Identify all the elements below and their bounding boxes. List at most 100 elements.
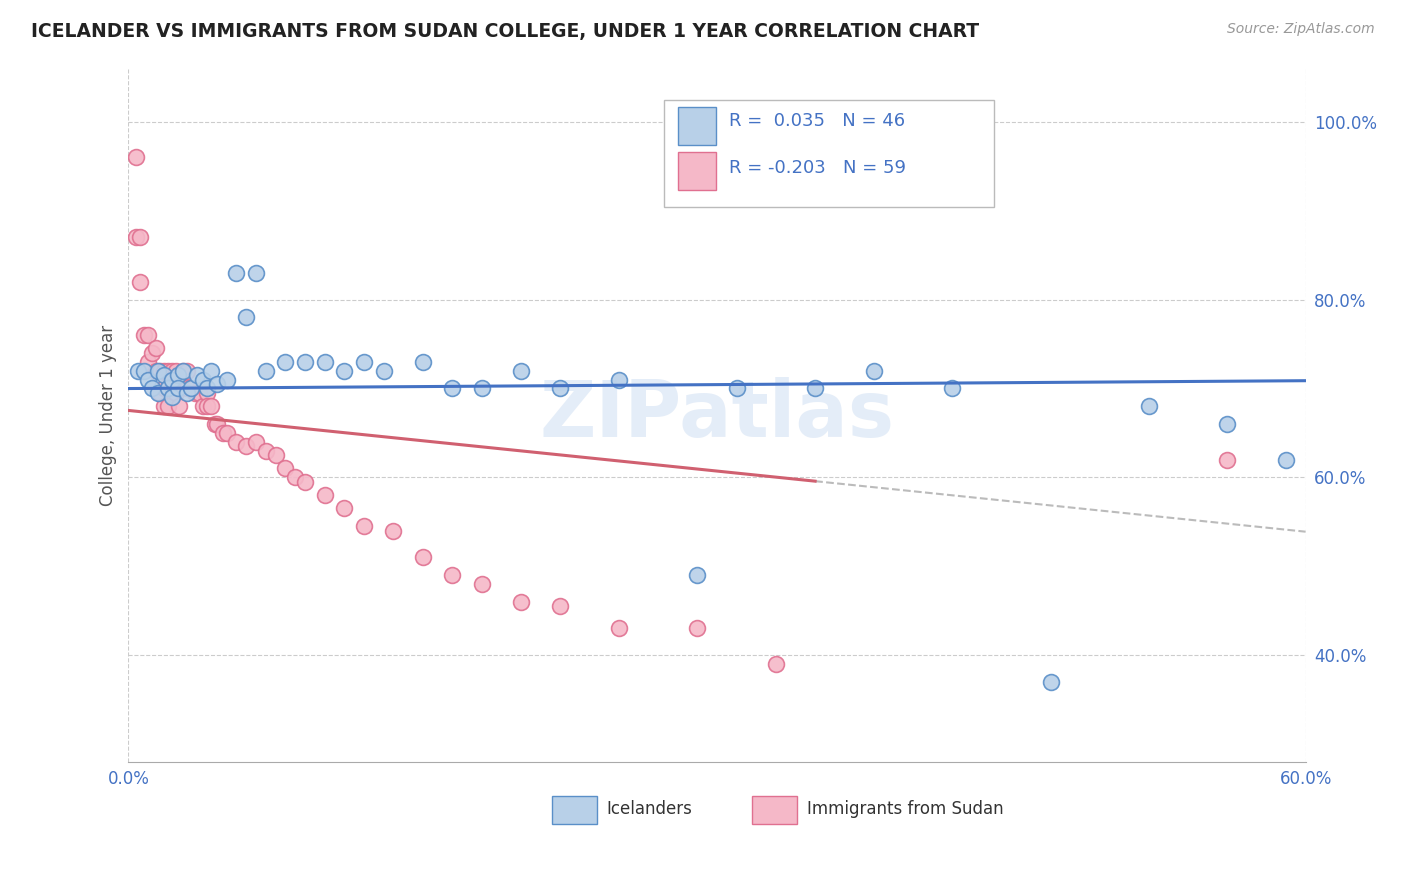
Point [548, 599, 571, 614]
Point [166, 368, 188, 383]
FancyBboxPatch shape [664, 100, 994, 207]
Point [134, 328, 156, 343]
Point [215, 373, 238, 387]
Point [152, 368, 174, 383]
Point [188, 385, 211, 400]
Point [160, 364, 183, 378]
Point [141, 381, 163, 395]
Point [274, 461, 297, 475]
Point [205, 417, 228, 431]
Point [176, 364, 198, 378]
Point [145, 364, 167, 378]
Text: R = -0.203   N = 59: R = -0.203 N = 59 [728, 159, 905, 177]
Point [166, 381, 188, 395]
Point [152, 364, 174, 378]
Point [166, 381, 188, 395]
Point [941, 381, 963, 395]
Point [382, 524, 405, 538]
Text: ICELANDER VS IMMIGRANTS FROM SUDAN COLLEGE, UNDER 1 YEAR CORRELATION CHART: ICELANDER VS IMMIGRANTS FROM SUDAN COLLE… [31, 22, 979, 41]
Point [195, 381, 218, 395]
Point [314, 355, 336, 369]
Point [156, 381, 179, 395]
Point [509, 595, 531, 609]
Point [1216, 452, 1239, 467]
Point [333, 501, 356, 516]
FancyBboxPatch shape [553, 797, 598, 824]
Point [284, 470, 307, 484]
Point [1137, 399, 1160, 413]
Point [765, 657, 787, 671]
Point [180, 381, 202, 395]
Point [353, 519, 375, 533]
Point [254, 443, 277, 458]
Point [804, 381, 827, 395]
Point [176, 385, 198, 400]
FancyBboxPatch shape [678, 107, 716, 145]
Point [254, 364, 277, 378]
Point [180, 381, 202, 395]
Point [172, 364, 194, 378]
Point [441, 381, 464, 395]
Point [294, 475, 316, 489]
Point [607, 373, 630, 387]
Point [165, 385, 187, 400]
Point [125, 150, 148, 164]
Point [152, 381, 174, 395]
Point [156, 381, 179, 395]
Point [184, 385, 207, 400]
Point [176, 381, 198, 395]
Point [686, 621, 709, 635]
Point [156, 364, 179, 378]
Point [412, 355, 434, 369]
Point [160, 373, 183, 387]
Point [149, 385, 172, 400]
Point [509, 364, 531, 378]
Point [205, 376, 228, 391]
Point [607, 621, 630, 635]
Point [186, 368, 208, 383]
Point [146, 385, 169, 400]
Point [191, 399, 214, 413]
Point [686, 568, 709, 582]
Point [136, 328, 159, 343]
Text: ZIPatlas: ZIPatlas [540, 377, 894, 453]
Point [353, 355, 375, 369]
Point [373, 364, 395, 378]
Point [471, 577, 494, 591]
Point [225, 266, 247, 280]
Point [245, 434, 267, 449]
Point [863, 364, 886, 378]
Point [333, 364, 356, 378]
Point [225, 434, 247, 449]
Point [235, 310, 257, 325]
FancyBboxPatch shape [752, 797, 797, 824]
Point [294, 355, 316, 369]
Point [127, 364, 149, 378]
Point [441, 568, 464, 582]
Point [725, 381, 748, 395]
Text: Source: ZipAtlas.com: Source: ZipAtlas.com [1227, 22, 1375, 37]
Point [160, 390, 183, 404]
Point [274, 355, 297, 369]
Point [1275, 452, 1298, 467]
Point [195, 399, 218, 413]
Point [134, 364, 156, 378]
Point [169, 399, 191, 413]
Point [200, 364, 222, 378]
Text: R =  0.035   N = 46: R = 0.035 N = 46 [728, 112, 905, 130]
Point [235, 439, 257, 453]
Point [211, 425, 233, 440]
Point [200, 399, 222, 413]
Point [149, 364, 172, 378]
Text: Immigrants from Sudan: Immigrants from Sudan [807, 800, 1002, 818]
Point [204, 417, 226, 431]
Point [152, 399, 174, 413]
Point [129, 275, 152, 289]
Point [125, 230, 148, 244]
Point [264, 448, 287, 462]
FancyBboxPatch shape [678, 152, 716, 190]
Point [165, 364, 187, 378]
Point [156, 399, 179, 413]
Point [160, 381, 183, 395]
Text: Icelanders: Icelanders [606, 800, 692, 818]
